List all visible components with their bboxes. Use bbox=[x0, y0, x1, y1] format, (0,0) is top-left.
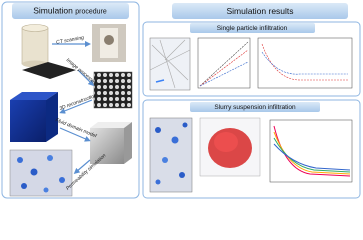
right-title: Simulation results bbox=[226, 6, 293, 16]
sample-image bbox=[21, 24, 49, 68]
ct-slice bbox=[22, 62, 76, 79]
single-particle-model bbox=[149, 37, 191, 91]
fluid-domain-cube bbox=[90, 122, 132, 164]
slurry-chart bbox=[269, 119, 353, 183]
ct-photo bbox=[92, 24, 126, 62]
section-header bbox=[190, 102, 320, 112]
page: {"left_panel": {"title": "Simulation", "… bbox=[1, 1, 361, 199]
section-box bbox=[142, 21, 361, 97]
section-title: Single particle infiltration bbox=[217, 25, 288, 32]
title-main: Simulation bbox=[33, 6, 73, 16]
particle-cloud bbox=[199, 117, 261, 177]
step-label: CT scanning bbox=[56, 35, 85, 46]
right-header bbox=[172, 3, 348, 19]
left-title: Simulation procedure bbox=[33, 6, 107, 16]
reconstruction-cube bbox=[10, 92, 58, 142]
graphical-abstract: Simulation procedure CT sc bbox=[1, 1, 361, 199]
section-title: Slurry suspension infiltration bbox=[214, 104, 296, 111]
title-suffix: procedure bbox=[75, 8, 107, 15]
section-header bbox=[190, 23, 315, 33]
single-particle-chart-2 bbox=[257, 37, 353, 89]
flow-arrows bbox=[52, 41, 95, 174]
permeability-block bbox=[9, 149, 73, 197]
single-particle-chart-1 bbox=[197, 37, 251, 89]
processed-image bbox=[93, 71, 133, 109]
left-header bbox=[12, 3, 129, 19]
slurry-model bbox=[149, 117, 193, 193]
